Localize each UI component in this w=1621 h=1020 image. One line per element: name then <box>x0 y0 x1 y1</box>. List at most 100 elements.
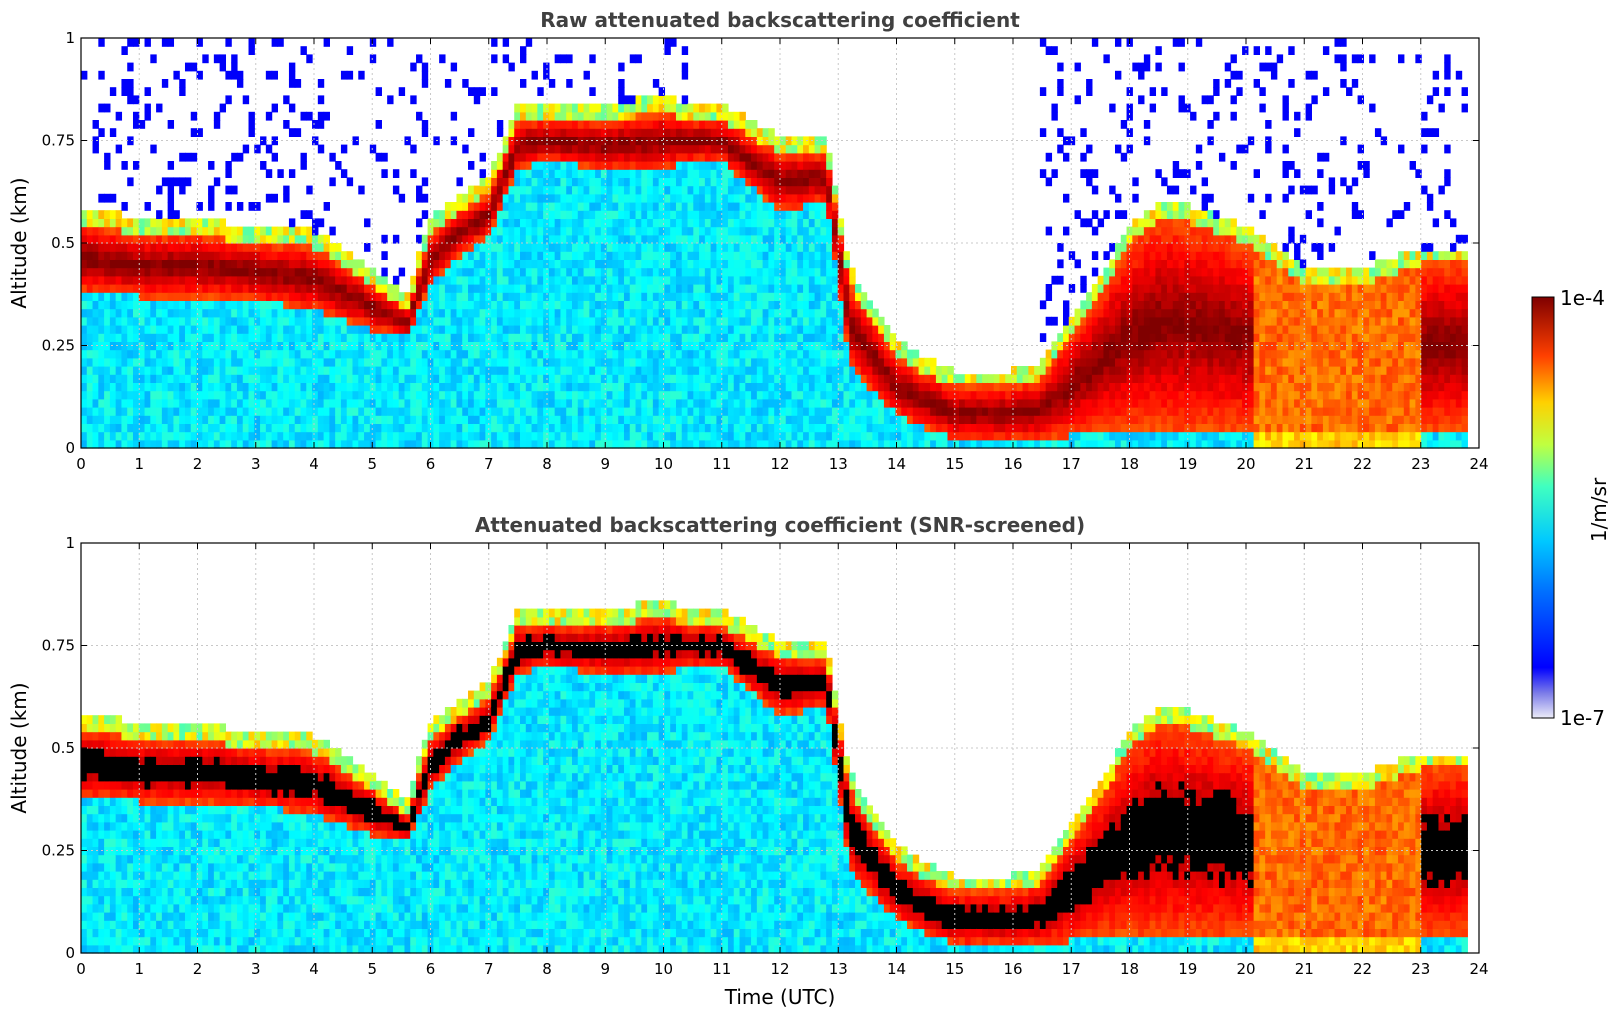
heatmap-cell <box>768 325 775 334</box>
heatmap-cell <box>670 161 677 170</box>
heatmap-cell <box>635 333 642 342</box>
heatmap-cell <box>647 366 654 375</box>
heatmap-cell <box>202 415 209 424</box>
heatmap-cell <box>548 111 556 121</box>
heatmap-cell <box>121 349 128 359</box>
heatmap-cell <box>468 185 475 195</box>
heatmap-cell <box>681 103 689 113</box>
heatmap-cell <box>722 136 729 146</box>
heatmap-cell <box>335 300 342 310</box>
heatmap-cell <box>595 382 602 392</box>
heatmap-cell <box>496 185 504 195</box>
heatmap-cell <box>491 423 498 433</box>
heatmap-cell <box>271 292 278 301</box>
heatmap-cell <box>635 169 642 178</box>
heatmap-cell <box>104 308 111 318</box>
heatmap-cell <box>398 366 406 375</box>
heatmap-cell <box>774 325 781 334</box>
heatmap-cell <box>589 407 596 416</box>
heatmap-cell <box>606 431 614 441</box>
heatmap-cell <box>595 431 602 441</box>
heatmap-cell <box>982 398 989 408</box>
heatmap-cell <box>751 152 758 162</box>
heatmap-cell <box>797 136 804 146</box>
heatmap-cell <box>213 243 221 252</box>
heatmap-cell <box>762 210 769 219</box>
heatmap-cell <box>283 390 290 400</box>
heatmap-cell <box>242 251 250 260</box>
heatmap-cell <box>629 431 637 441</box>
heatmap-cell <box>381 374 388 383</box>
heatmap-cell <box>306 234 313 244</box>
heatmap-cell <box>179 398 186 408</box>
heatmap-cell <box>548 251 556 260</box>
heatmap-cell <box>277 267 284 277</box>
heatmap-cell <box>901 349 908 359</box>
heatmap-cell <box>468 316 475 326</box>
heatmap-cell <box>583 218 590 228</box>
heatmap-cell <box>727 292 735 301</box>
heatmap-cell <box>554 169 562 178</box>
heatmap-cell <box>560 374 567 383</box>
heatmap-cell <box>618 62 625 72</box>
heatmap-cell <box>543 193 550 203</box>
heatmap-cell <box>855 333 862 342</box>
heatmap-cell <box>283 234 290 244</box>
heatmap-cell <box>323 38 330 47</box>
heatmap-cell <box>531 366 538 375</box>
heatmap-cell <box>664 439 671 449</box>
heatmap-cell <box>860 325 868 334</box>
heatmap-cell <box>623 226 631 236</box>
heatmap-cell <box>803 275 810 285</box>
heatmap-cell <box>606 316 614 326</box>
heatmap-cell <box>115 439 123 449</box>
heatmap-cell <box>860 407 868 416</box>
heatmap-cell <box>883 325 891 334</box>
heatmap-cell <box>312 357 319 367</box>
heatmap-cell <box>115 390 123 400</box>
heatmap-cell <box>883 390 891 400</box>
heatmap-cell <box>277 349 284 359</box>
heatmap-cell <box>462 267 469 277</box>
heatmap-cell <box>317 366 325 375</box>
heatmap-cell <box>427 431 434 441</box>
heatmap-cell <box>156 251 163 260</box>
heatmap-cell <box>722 333 729 342</box>
heatmap-cell <box>837 415 845 424</box>
heatmap-cell <box>520 349 527 359</box>
heatmap-cell <box>231 185 238 195</box>
heatmap-cell <box>236 243 244 252</box>
heatmap-cell <box>704 169 712 178</box>
heatmap-cell <box>548 415 556 424</box>
heatmap-cell <box>814 243 821 252</box>
heatmap-cell <box>693 128 700 137</box>
heatmap-cell <box>756 390 764 400</box>
heatmap-cell <box>924 374 931 383</box>
heatmap-cell <box>231 284 238 293</box>
heatmap-cell <box>381 366 388 375</box>
heatmap-cell <box>248 284 255 293</box>
heatmap-cell <box>970 415 977 424</box>
heatmap-cell <box>369 382 377 392</box>
heatmap-cell <box>675 234 683 244</box>
heatmap-cell <box>583 210 590 219</box>
heatmap-cell <box>699 251 706 260</box>
heatmap-cell <box>196 341 203 351</box>
heatmap-cell <box>554 259 562 269</box>
heatmap-cell <box>156 398 163 408</box>
heatmap-cell <box>98 431 105 441</box>
heatmap-cell <box>208 267 215 277</box>
heatmap-cell <box>560 251 567 260</box>
heatmap-cell <box>352 300 359 310</box>
heatmap-cell <box>81 439 88 449</box>
heatmap-cell <box>306 251 313 260</box>
heatmap-cell <box>652 431 660 441</box>
heatmap-cell <box>444 415 452 424</box>
heatmap-cell <box>335 316 342 326</box>
heatmap-cell <box>820 234 827 244</box>
heatmap-cell <box>300 46 307 55</box>
heatmap-cell <box>589 210 596 219</box>
heatmap-cell <box>156 292 163 301</box>
heatmap-cell <box>81 226 88 236</box>
heatmap-cell <box>872 431 879 441</box>
